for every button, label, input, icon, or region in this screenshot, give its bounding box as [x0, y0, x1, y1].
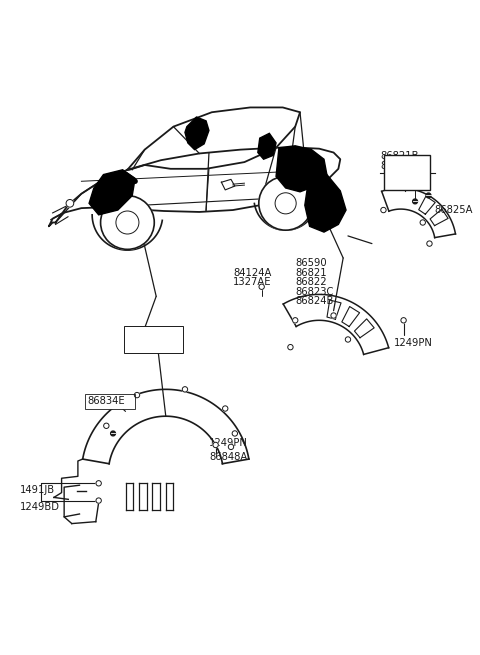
Polygon shape	[185, 117, 209, 149]
Polygon shape	[258, 134, 276, 159]
Text: 86823C: 86823C	[295, 287, 334, 297]
Circle shape	[426, 193, 431, 198]
Circle shape	[111, 431, 116, 436]
Polygon shape	[305, 159, 346, 232]
Circle shape	[134, 392, 140, 398]
Circle shape	[427, 241, 432, 246]
FancyBboxPatch shape	[85, 394, 135, 409]
Circle shape	[232, 431, 238, 436]
Text: 86811: 86811	[127, 330, 159, 340]
Text: 1327AE: 1327AE	[233, 277, 271, 287]
Circle shape	[104, 423, 109, 428]
Circle shape	[413, 199, 418, 204]
Circle shape	[213, 442, 218, 447]
Polygon shape	[89, 170, 135, 215]
Circle shape	[66, 200, 74, 207]
Text: 1249PN: 1249PN	[394, 337, 433, 348]
Circle shape	[331, 313, 336, 318]
Text: 86834E: 86834E	[87, 396, 125, 406]
Circle shape	[345, 337, 351, 342]
Circle shape	[259, 176, 312, 230]
Circle shape	[101, 196, 154, 250]
Text: 84124A: 84124A	[233, 268, 271, 278]
Text: 86590: 86590	[295, 258, 327, 268]
Circle shape	[259, 284, 264, 290]
Text: 86812: 86812	[127, 339, 159, 350]
Circle shape	[401, 318, 406, 323]
Text: 1249PN: 1249PN	[209, 438, 248, 448]
Circle shape	[96, 481, 101, 486]
Circle shape	[381, 208, 386, 213]
Text: 86824B: 86824B	[295, 296, 334, 307]
Text: 86825A: 86825A	[434, 205, 473, 215]
Text: 1249BD: 1249BD	[20, 502, 60, 512]
Circle shape	[228, 444, 234, 449]
Text: 86848A: 86848A	[209, 452, 247, 462]
Circle shape	[96, 498, 101, 503]
Text: 86821: 86821	[295, 268, 327, 278]
Text: 86822: 86822	[295, 277, 327, 287]
Polygon shape	[276, 146, 327, 192]
Text: 86822B: 86822B	[381, 161, 419, 171]
Circle shape	[182, 386, 188, 392]
Circle shape	[292, 318, 298, 323]
FancyBboxPatch shape	[123, 326, 183, 353]
Bar	[384, 155, 431, 190]
Circle shape	[420, 220, 425, 225]
Text: 1491JB: 1491JB	[20, 485, 55, 495]
Circle shape	[288, 345, 293, 350]
Text: 86834E: 86834E	[87, 397, 125, 407]
Circle shape	[223, 406, 228, 411]
Text: 86821B: 86821B	[381, 151, 419, 160]
